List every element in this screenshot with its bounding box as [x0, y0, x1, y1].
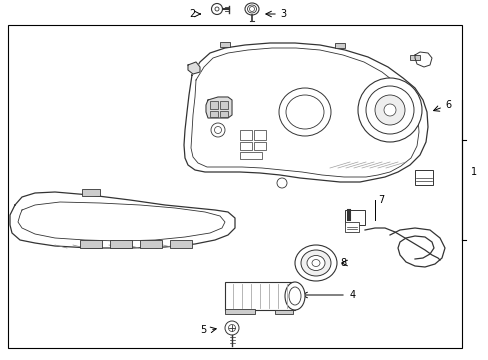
Bar	[253, 142, 265, 150]
Bar	[80, 240, 102, 248]
Ellipse shape	[285, 282, 305, 310]
Bar	[82, 189, 100, 196]
Circle shape	[249, 6, 254, 12]
Bar	[409, 55, 419, 60]
Text: 1: 1	[470, 167, 476, 177]
Text: 6: 6	[444, 100, 450, 110]
Text: 2: 2	[188, 9, 195, 19]
Circle shape	[214, 126, 221, 134]
Ellipse shape	[294, 245, 336, 281]
Circle shape	[224, 321, 239, 335]
Bar	[240, 152, 262, 159]
Bar	[240, 130, 251, 140]
Circle shape	[211, 4, 222, 14]
Text: 5: 5	[199, 325, 205, 335]
Bar	[334, 43, 345, 48]
Circle shape	[215, 7, 219, 11]
Ellipse shape	[247, 5, 256, 13]
Bar	[220, 111, 227, 117]
Ellipse shape	[285, 95, 324, 129]
Bar	[274, 310, 292, 314]
Bar	[224, 309, 254, 314]
Circle shape	[365, 86, 413, 134]
Text: 4: 4	[349, 290, 355, 300]
Bar	[220, 101, 227, 109]
Circle shape	[276, 178, 286, 188]
Bar	[345, 210, 364, 225]
Text: 7: 7	[377, 195, 384, 205]
Bar	[8, 25, 461, 348]
Circle shape	[374, 95, 404, 125]
Ellipse shape	[301, 250, 330, 276]
Bar	[345, 222, 358, 232]
Bar	[414, 170, 432, 185]
Ellipse shape	[311, 260, 319, 266]
Bar	[224, 282, 294, 310]
Circle shape	[210, 123, 224, 137]
Bar	[253, 130, 265, 140]
Text: 8: 8	[339, 258, 346, 268]
Circle shape	[357, 78, 421, 142]
Bar	[140, 240, 162, 248]
Bar	[209, 101, 218, 109]
Ellipse shape	[306, 256, 325, 270]
Ellipse shape	[288, 287, 301, 305]
Polygon shape	[414, 52, 431, 67]
Bar	[170, 240, 192, 248]
Ellipse shape	[244, 3, 259, 15]
Bar	[220, 42, 229, 47]
Circle shape	[383, 104, 395, 116]
Bar	[209, 111, 218, 117]
Polygon shape	[10, 192, 235, 248]
Text: 3: 3	[280, 9, 285, 19]
Bar	[240, 142, 251, 150]
Polygon shape	[187, 62, 200, 74]
Bar	[110, 240, 132, 248]
Polygon shape	[205, 97, 231, 118]
Polygon shape	[183, 43, 427, 182]
Circle shape	[228, 324, 235, 332]
Ellipse shape	[279, 88, 330, 136]
